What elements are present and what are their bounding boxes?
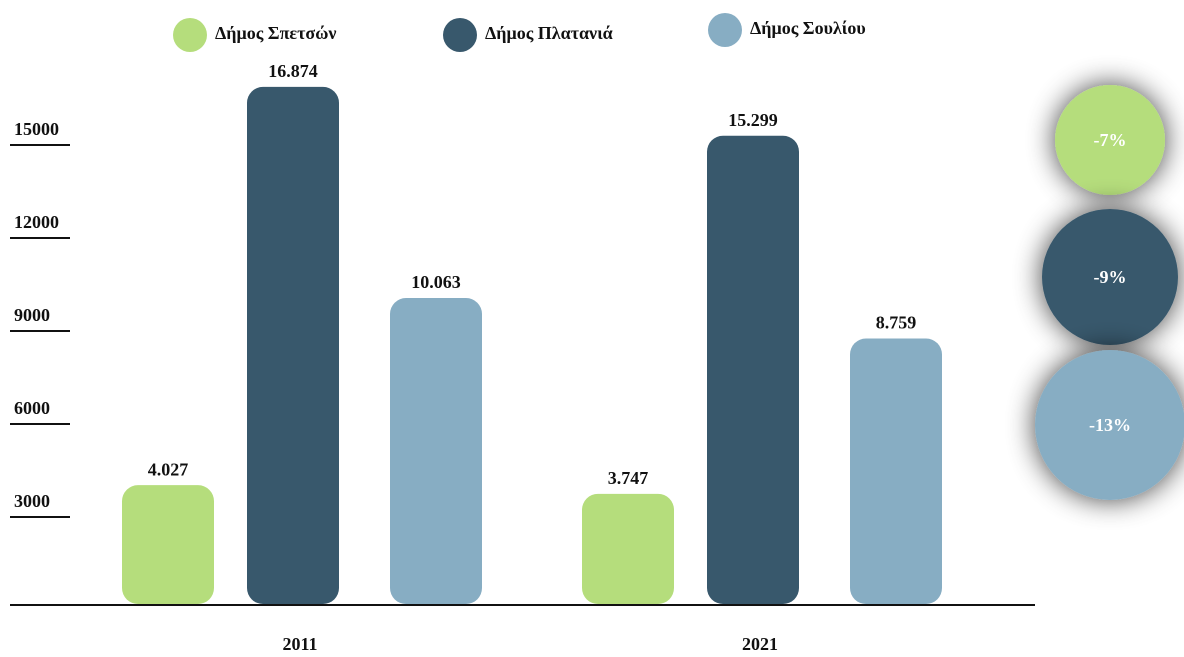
legend-swatch bbox=[173, 18, 207, 52]
legend-label: Δήμος Σουλίου bbox=[750, 18, 866, 38]
change-circle bbox=[1035, 350, 1184, 500]
change-circle bbox=[1055, 85, 1165, 195]
y-tick-label: 3000 bbox=[14, 491, 50, 511]
change-label: -7% bbox=[1094, 130, 1127, 150]
bar bbox=[582, 493, 674, 604]
y-tick-label: 6000 bbox=[14, 398, 50, 418]
value-label: 4.027 bbox=[148, 459, 189, 479]
bar bbox=[390, 298, 482, 604]
y-tick-label: 15000 bbox=[14, 119, 59, 139]
y-tick-label: 12000 bbox=[14, 212, 59, 232]
bar bbox=[122, 485, 214, 604]
legend-swatch bbox=[443, 18, 477, 52]
value-label: 10.063 bbox=[411, 272, 461, 292]
legend-label: Δήμος Πλατανιά bbox=[485, 23, 613, 43]
y-tick-label: 9000 bbox=[14, 305, 50, 325]
change-circle bbox=[1042, 209, 1178, 345]
value-label: 8.759 bbox=[876, 313, 917, 333]
change-label: -13% bbox=[1089, 415, 1131, 435]
x-tick-label: 2021 bbox=[742, 634, 778, 654]
value-label: 15.299 bbox=[728, 110, 778, 130]
change-label: -9% bbox=[1094, 267, 1127, 287]
value-label: 16.874 bbox=[268, 61, 318, 81]
bar bbox=[850, 338, 942, 604]
bar bbox=[707, 135, 799, 604]
legend-swatch bbox=[708, 13, 742, 47]
value-label: 3.747 bbox=[608, 468, 649, 488]
legend-label: Δήμος Σπετσών bbox=[215, 23, 336, 43]
bar bbox=[247, 86, 339, 604]
x-tick-label: 2011 bbox=[282, 634, 317, 654]
